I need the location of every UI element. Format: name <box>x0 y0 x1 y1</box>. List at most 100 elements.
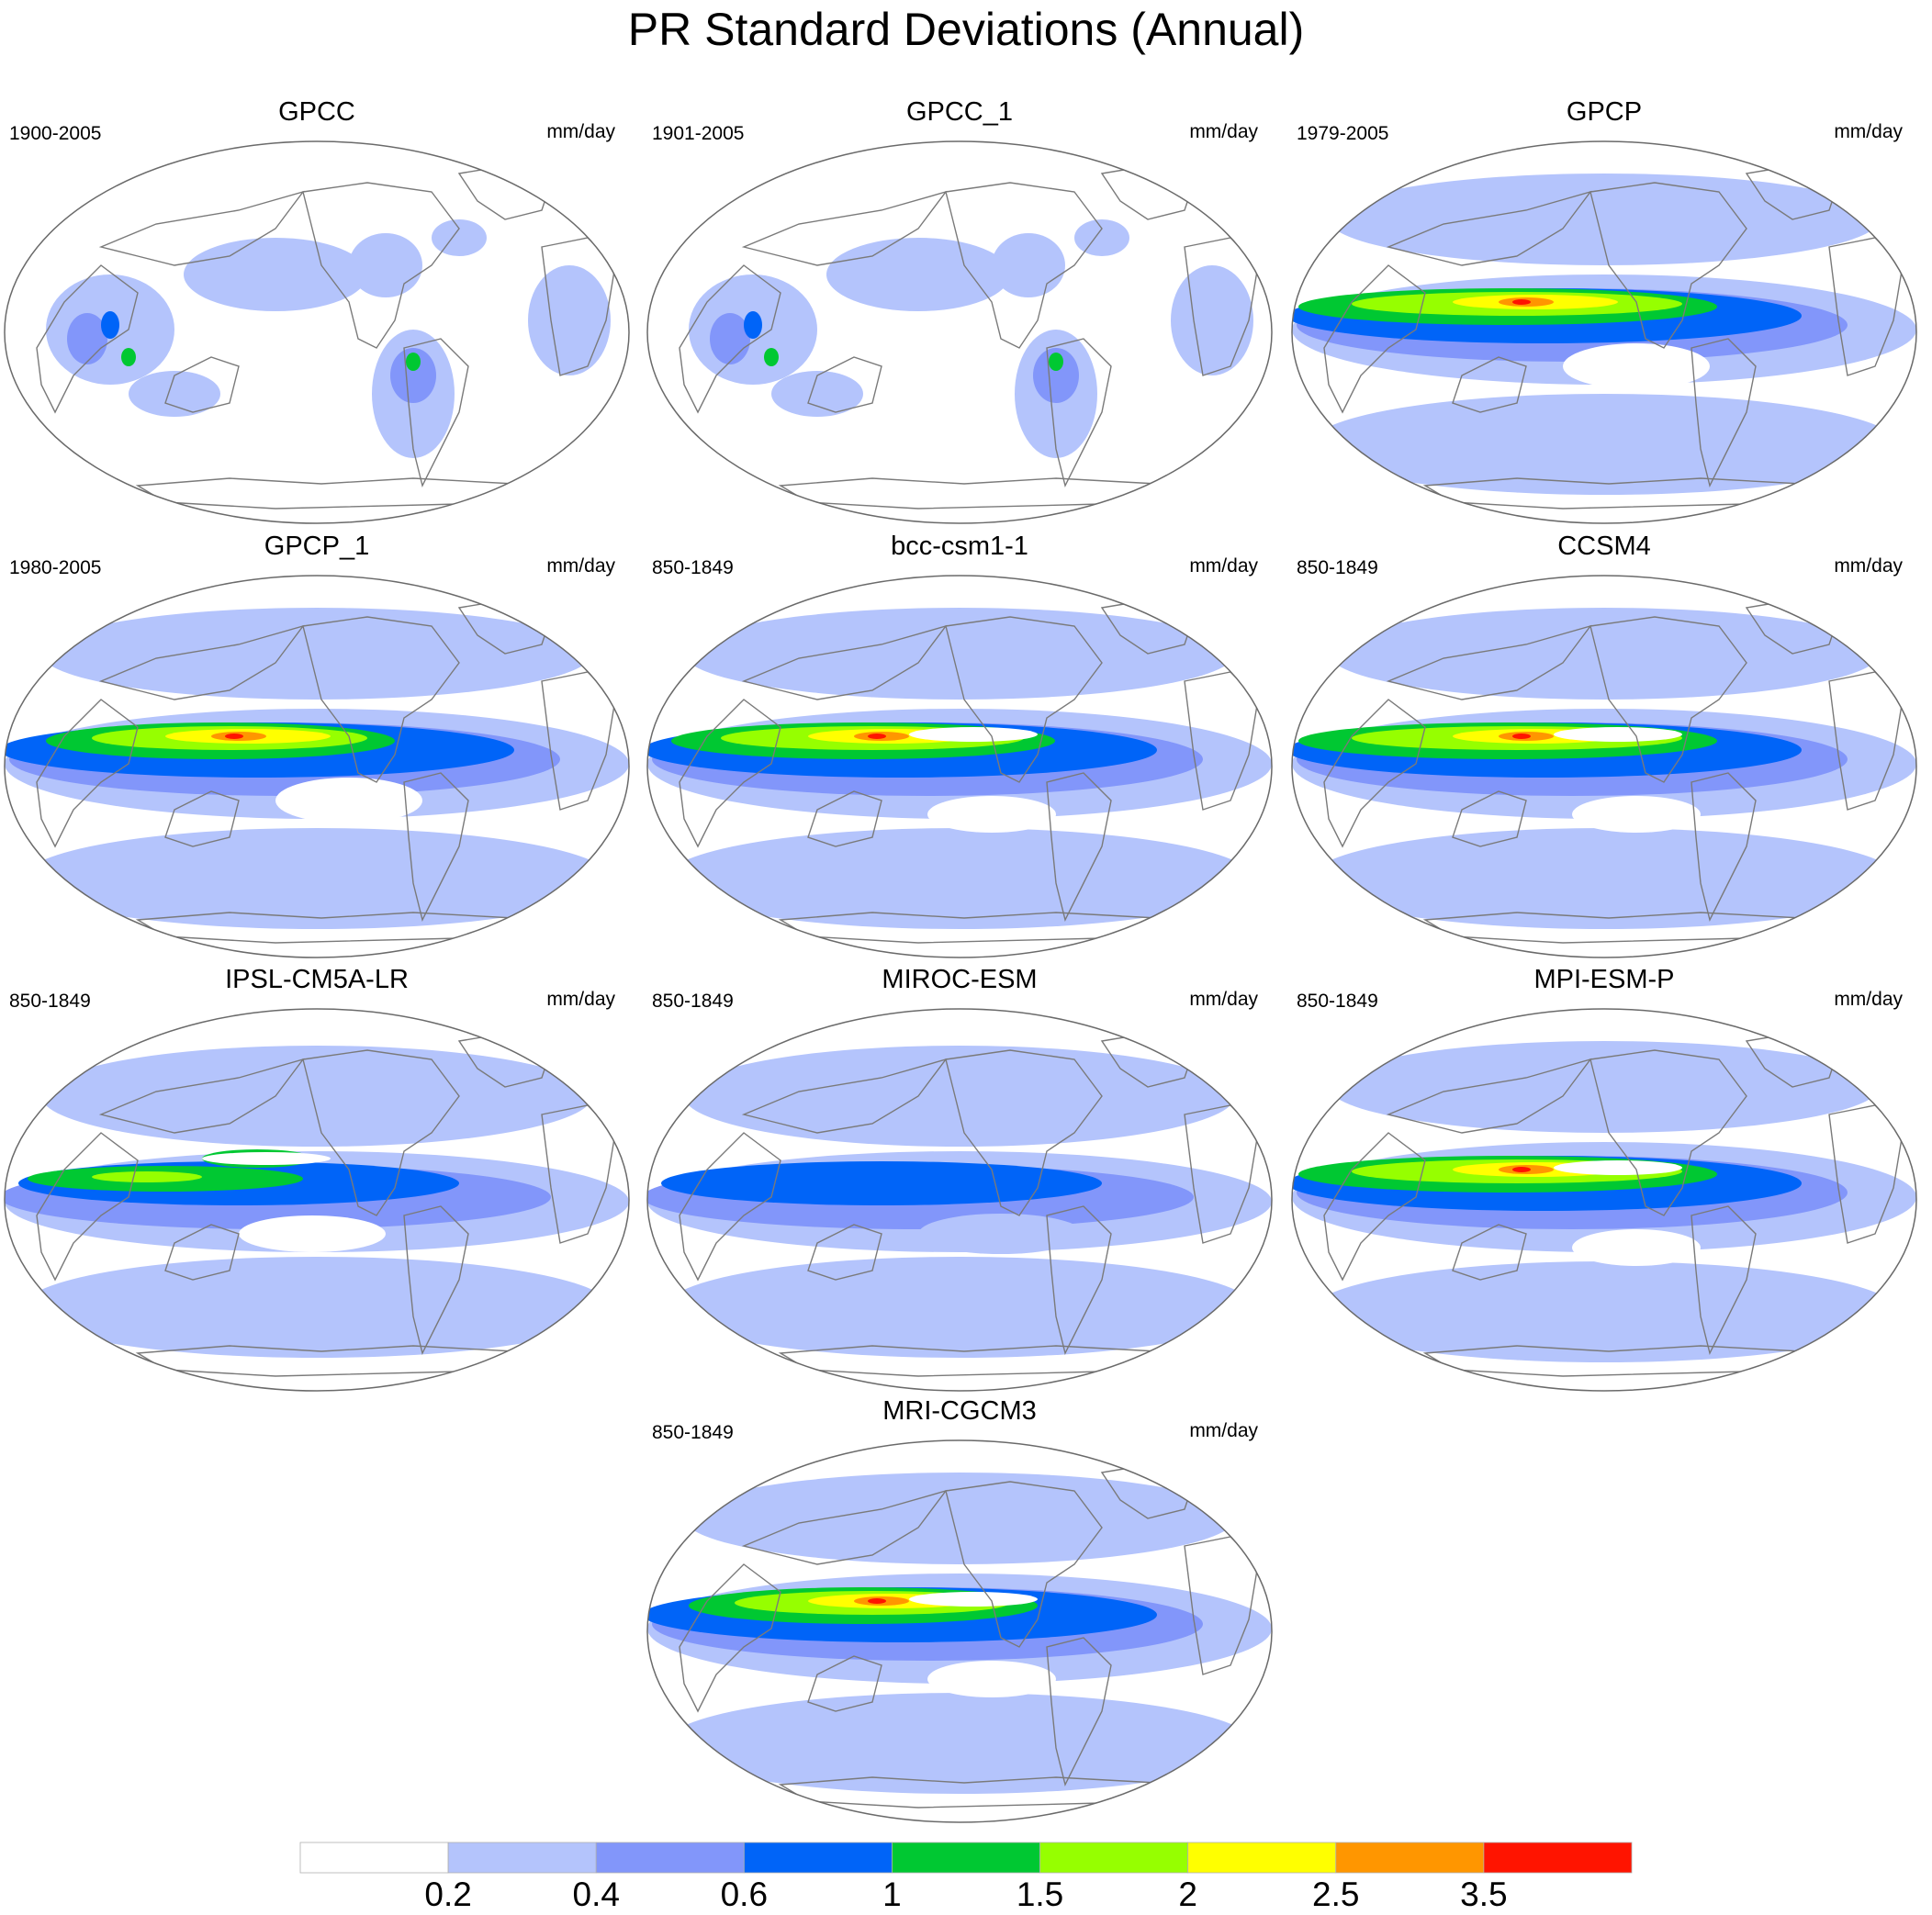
field-blob <box>275 778 422 823</box>
map-panel: IPSL-CM5A-LR 850-1849 mm/day <box>0 964 634 1395</box>
field-blob <box>666 828 1253 929</box>
panel-title: IPSL-CM5A-LR <box>225 965 409 994</box>
coastline <box>1589 616 1747 783</box>
map-border <box>1291 1008 1917 1392</box>
field-blob <box>41 1046 592 1147</box>
panel-units: mm/day <box>1834 989 1903 1010</box>
colorbar-bin <box>1483 1842 1633 1874</box>
map-border <box>646 140 1273 524</box>
robinson-map <box>646 1439 1273 1823</box>
panel-period: 1900-2005 <box>9 123 102 144</box>
coastline <box>98 1058 305 1134</box>
panel-units: mm/day <box>1834 121 1903 142</box>
field-blob <box>666 1693 1253 1794</box>
map-panel: GPCP_1 1980-2005 mm/day <box>0 531 634 962</box>
field-blob <box>184 238 367 311</box>
coastline <box>403 338 469 488</box>
field-blob <box>826 238 1010 311</box>
robinson-map <box>646 575 1273 958</box>
panel-period: 1980-2005 <box>9 557 102 578</box>
coastline <box>1323 1132 1426 1282</box>
map-panel: CCSM4 850-1849 mm/day <box>1287 531 1921 962</box>
field-blob <box>771 371 863 417</box>
panel-title: CCSM4 <box>1557 532 1651 561</box>
coastline <box>945 182 1103 349</box>
field-blob <box>744 311 762 339</box>
field-blob <box>390 348 436 403</box>
coastline <box>679 1132 781 1282</box>
coastline <box>741 190 948 266</box>
panel-period: 850-1849 <box>652 991 734 1012</box>
field-blob <box>202 1152 331 1165</box>
field-blob <box>67 313 107 364</box>
coastline <box>1046 1637 1112 1787</box>
coastline <box>1452 356 1527 413</box>
panel-period: 850-1849 <box>9 991 91 1012</box>
panel-period: 850-1849 <box>652 557 734 578</box>
robinson-map <box>4 140 630 524</box>
panel-period: 850-1849 <box>1297 991 1378 1012</box>
colorbar-bin <box>447 1842 597 1874</box>
colorbar-bin <box>1039 1842 1189 1874</box>
coastline <box>403 772 469 923</box>
colorbar-tick-label: 1 <box>882 1876 902 1913</box>
map-border <box>646 575 1273 958</box>
panel-units: mm/day <box>1189 1420 1258 1441</box>
panel-units: mm/day <box>1189 121 1258 142</box>
coastline <box>807 1224 882 1281</box>
panel-title: bcc-csm1-1 <box>891 532 1028 561</box>
field-blob <box>406 353 421 371</box>
map-border <box>4 575 630 958</box>
coastline <box>36 699 139 848</box>
coastline <box>1452 1224 1527 1281</box>
panel-title: GPCC <box>278 97 355 127</box>
coastline <box>807 356 882 413</box>
field-blob <box>1310 1261 1898 1362</box>
colorbar-tick-label: 2.5 <box>1312 1876 1359 1913</box>
field-blob <box>1512 734 1531 739</box>
colorbar-bin <box>743 1842 893 1874</box>
field-blob <box>927 796 1056 833</box>
coastline <box>302 616 460 783</box>
field-blob <box>1329 1041 1880 1133</box>
field-blob <box>764 348 779 366</box>
field-blob <box>101 311 119 339</box>
colorbar-bin <box>892 1842 1040 1874</box>
coastline <box>164 790 240 847</box>
map-panel: GPCC 1900-2005 mm/day <box>0 96 634 528</box>
map-panel: MIROC-ESM 850-1849 mm/day <box>643 964 1276 1395</box>
map-panel: bcc-csm1-1 850-1849 mm/day <box>643 531 1276 962</box>
coastline <box>741 1058 948 1134</box>
coastline <box>807 790 882 847</box>
coastline <box>164 356 240 413</box>
field-blob <box>710 313 750 364</box>
robinson-map <box>4 1008 630 1392</box>
map-border <box>646 1439 1273 1823</box>
map-panel: GPCP 1979-2005 mm/day <box>1287 96 1921 528</box>
robinson-map <box>646 140 1273 524</box>
panel-units: mm/day <box>546 555 615 577</box>
panel-units: mm/day <box>1834 555 1903 577</box>
coastline <box>1046 1205 1112 1356</box>
panel-title: MIROC-ESM <box>882 965 1038 994</box>
coastline <box>1323 264 1426 414</box>
field-blob <box>868 1598 886 1604</box>
field-blob <box>1554 727 1682 742</box>
coastline <box>741 624 948 700</box>
robinson-map <box>1291 575 1917 958</box>
field-blob <box>92 1171 202 1182</box>
field-blob <box>1329 608 1880 700</box>
coastline <box>302 182 460 349</box>
coastline <box>1589 182 1747 349</box>
coastline <box>679 264 781 414</box>
field-blob <box>1563 343 1710 389</box>
panel-units: mm/day <box>546 121 615 142</box>
colorbar-tick-label: 0.4 <box>573 1876 620 1913</box>
panel-title: GPCP <box>1566 97 1643 127</box>
field-blob <box>684 1046 1235 1147</box>
map-panel: MPI-ESM-P 850-1849 mm/day <box>1287 964 1921 1395</box>
field-blob <box>927 1661 1056 1697</box>
field-blob <box>528 265 611 375</box>
field-blob <box>432 219 487 256</box>
field-blob <box>225 734 243 739</box>
